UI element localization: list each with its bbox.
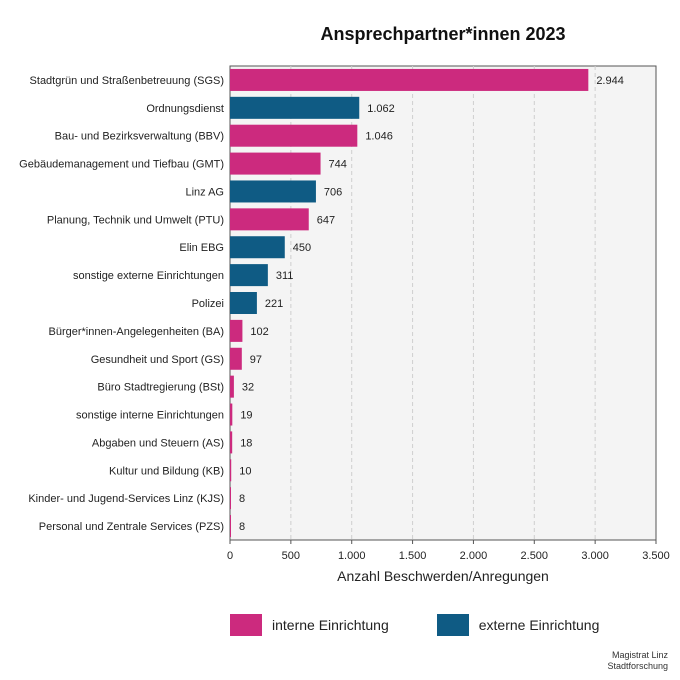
data-label: 18 xyxy=(240,437,252,449)
legend-swatch-extern xyxy=(436,614,469,636)
data-label: 647 xyxy=(317,214,335,226)
category-label: Kinder- und Jugend-Services Linz (KJS) xyxy=(28,493,224,505)
data-label: 221 xyxy=(265,298,283,310)
source-note: Magistrat Linz Stadtforschung xyxy=(607,650,668,672)
category-label: Bürger*innen-Angelegenheiten (BA) xyxy=(48,326,224,338)
data-label: 311 xyxy=(276,270,294,282)
bar xyxy=(230,403,233,426)
bar xyxy=(230,347,242,370)
category-label: Gebäudemanagement und Tiefbau (GMT) xyxy=(19,159,224,171)
data-label: 19 xyxy=(240,410,252,422)
data-label: 102 xyxy=(250,326,268,338)
category-label: Ordnungsdienst xyxy=(146,103,224,115)
x-tick-label: 3.500 xyxy=(642,550,670,562)
data-label: 10 xyxy=(239,465,251,477)
data-label: 1.046 xyxy=(365,131,393,143)
bar xyxy=(230,292,257,314)
category-label: Personal und Zentrale Services (PZS) xyxy=(39,521,224,533)
bar xyxy=(230,375,234,398)
category-label: Elin EBG xyxy=(179,242,224,254)
bar xyxy=(230,459,232,482)
legend-swatch-intern xyxy=(230,614,262,636)
category-label: Bau- und Bezirksverwaltung (BBV) xyxy=(55,131,224,143)
data-label: 8 xyxy=(239,521,245,533)
x-tick-label: 0 xyxy=(227,550,233,562)
source-line-2: Stadtforschung xyxy=(607,661,668,671)
data-label: 450 xyxy=(293,242,311,254)
source-line-1: Magistrat Linz xyxy=(611,650,668,660)
legend-label-intern: interne Einrichtung xyxy=(272,617,389,633)
bar xyxy=(230,68,589,91)
category-label: sonstige interne Einrichtungen xyxy=(76,410,224,422)
data-label: 97 xyxy=(250,354,262,366)
chart-title: Ansprechpartner*innen 2023 xyxy=(320,24,566,44)
bar xyxy=(230,264,268,287)
category-label: Kultur und Bildung (KB) xyxy=(109,465,224,477)
x-axis-label: Anzahl Beschwerden/Anregungen xyxy=(337,568,549,584)
x-tick-label: 500 xyxy=(282,550,300,562)
category-label: sonstige externe Einrichtungen xyxy=(73,270,224,282)
data-label: 706 xyxy=(324,186,342,198)
data-label: 744 xyxy=(329,159,347,171)
bar xyxy=(230,431,233,454)
category-label: Planung, Technik und Umwelt (PTU) xyxy=(47,214,224,226)
bar xyxy=(230,208,309,231)
data-label: 32 xyxy=(242,382,254,394)
bar xyxy=(230,180,316,203)
bar xyxy=(230,515,231,538)
bar xyxy=(230,152,321,175)
x-tick-label: 3.000 xyxy=(581,550,609,562)
legend-item-extern: externe Einrichtung xyxy=(436,614,600,636)
legend: interne Einrichtung externe Einrichtung xyxy=(230,614,647,636)
category-label: Abgaben und Steuern (AS) xyxy=(92,437,224,449)
category-label: Büro Stadtregierung (BSt) xyxy=(97,382,224,394)
x-tick-label: 2.500 xyxy=(521,550,549,562)
x-tick-label: 1.500 xyxy=(399,550,427,562)
category-label: Gesundheit und Sport (GS) xyxy=(91,354,224,366)
legend-item-intern: interne Einrichtung xyxy=(230,614,389,636)
bar xyxy=(230,236,285,259)
data-label: 8 xyxy=(239,493,245,505)
data-label: 2.944 xyxy=(596,75,624,87)
legend-label-extern: externe Einrichtung xyxy=(478,617,600,633)
bar xyxy=(230,124,358,147)
bar xyxy=(230,487,231,510)
category-label: Stadtgrün und Straßenbetreuung (SGS) xyxy=(30,75,224,87)
category-label: Linz AG xyxy=(185,186,224,198)
x-tick-label: 1.000 xyxy=(338,550,366,562)
bar xyxy=(230,319,243,342)
category-label: Polizei xyxy=(192,298,224,310)
data-label: 1.062 xyxy=(367,103,395,115)
x-tick-label: 2.000 xyxy=(460,550,488,562)
bar xyxy=(230,96,360,119)
